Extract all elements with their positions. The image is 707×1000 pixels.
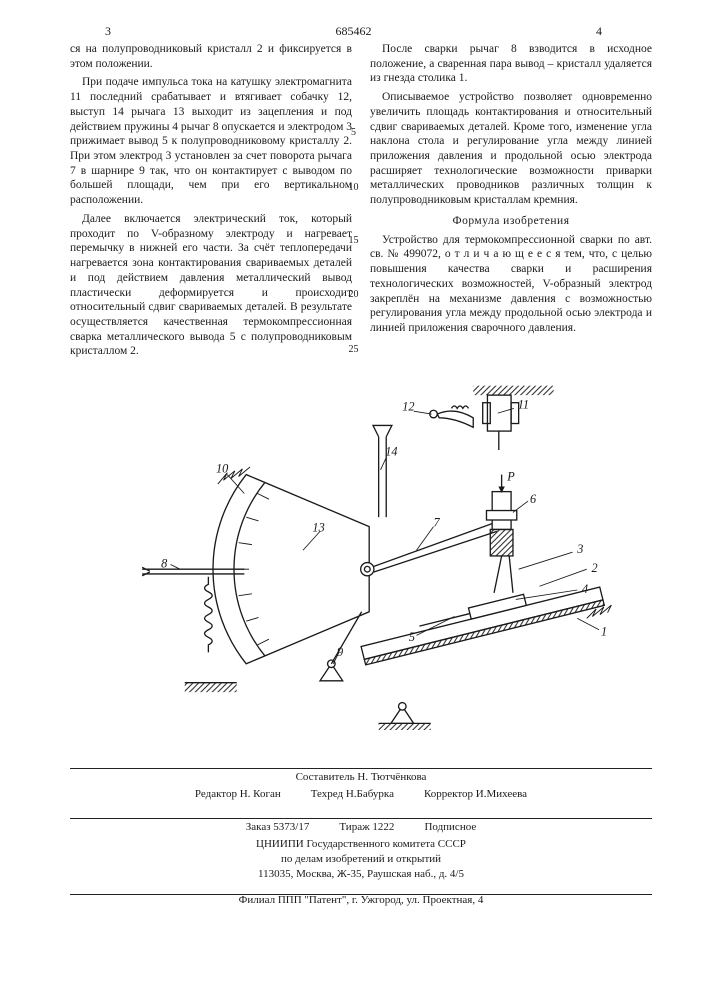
diagram-label: 9 <box>337 645 343 659</box>
paragraph: ся на полупроводниковый кристалл 2 и фик… <box>70 42 352 71</box>
paragraph: Описываемое устройство позволяет одновре… <box>370 90 652 208</box>
paragraph: После сварки рычаг 8 взводится в исходно… <box>370 42 652 86</box>
techred-label: Техред Н.Бабурка <box>311 787 394 802</box>
address-line: 113035, Москва, Ж-35, Раушская наб., д. … <box>70 867 652 882</box>
diagram-label: 10 <box>216 462 228 476</box>
document-number: 685462 <box>336 24 372 39</box>
diagram-label: 14 <box>385 445 397 459</box>
diagram-label: 6 <box>530 492 537 506</box>
page-number-left: 3 <box>105 24 111 39</box>
org-line: по делам изобретений и открытий <box>70 852 652 867</box>
colophon-block-2: Заказ 5373/17 Тираж 1222 Подписное ЦНИИП… <box>70 818 652 881</box>
divider <box>70 768 652 769</box>
colophon-block-3: Филиал ППП "Патент", г. Ужгород, ул. Про… <box>70 894 652 906</box>
column-left: ся на полупроводниковый кристалл 2 и фик… <box>70 42 352 363</box>
corrector-label: Корректор И.Михеева <box>424 787 527 802</box>
section-heading: Формула изобретения <box>370 214 652 229</box>
diagram-label: 2 <box>591 561 597 575</box>
column-right: После сварки рычаг 8 взводится в исходно… <box>370 42 652 363</box>
diagram-label: 4 <box>582 582 588 596</box>
body-text-columns: ся на полупроводниковый кристалл 2 и фик… <box>70 42 652 363</box>
order-label: Заказ 5373/17 <box>246 820 310 835</box>
diagram-label: 3 <box>576 542 583 556</box>
diagram-label: 12 <box>402 399 414 413</box>
colophon-block-1: Составитель Н. Тютчёнкова Редактор Н. Ко… <box>70 770 652 804</box>
branch-line: Филиал ППП "Патент", г. Ужгород, ул. Про… <box>239 894 484 906</box>
diagram-label: 1 <box>601 624 607 638</box>
paragraph: Далее включается электрический ток, кото… <box>70 212 352 359</box>
diagram-label: 13 <box>312 520 324 534</box>
editor-label: Редактор Н. Коган <box>195 787 281 802</box>
paragraph: При подаче импульса тока на катушку элек… <box>70 75 352 207</box>
diagram-label: 7 <box>434 516 441 530</box>
paragraph: Устройство для термокомпрессионной сварк… <box>370 233 652 336</box>
diagram-label: 8 <box>161 556 167 570</box>
subscription-label: Подписное <box>424 820 476 835</box>
org-line: ЦНИИПИ Государственного комитета СССР <box>70 837 652 852</box>
mechanism-diagram: 1 2 3 4 5 6 7 8 9 10 11 12 13 14 P <box>60 380 650 730</box>
diagram-label: 5 <box>409 630 415 644</box>
compiler-line: Составитель Н. Тютчёнкова <box>70 770 652 785</box>
page-number-right: 4 <box>596 24 602 39</box>
tirage-label: Тираж 1222 <box>339 820 394 835</box>
diagram-label: 11 <box>518 397 529 411</box>
diagram-label: P <box>506 469 515 483</box>
